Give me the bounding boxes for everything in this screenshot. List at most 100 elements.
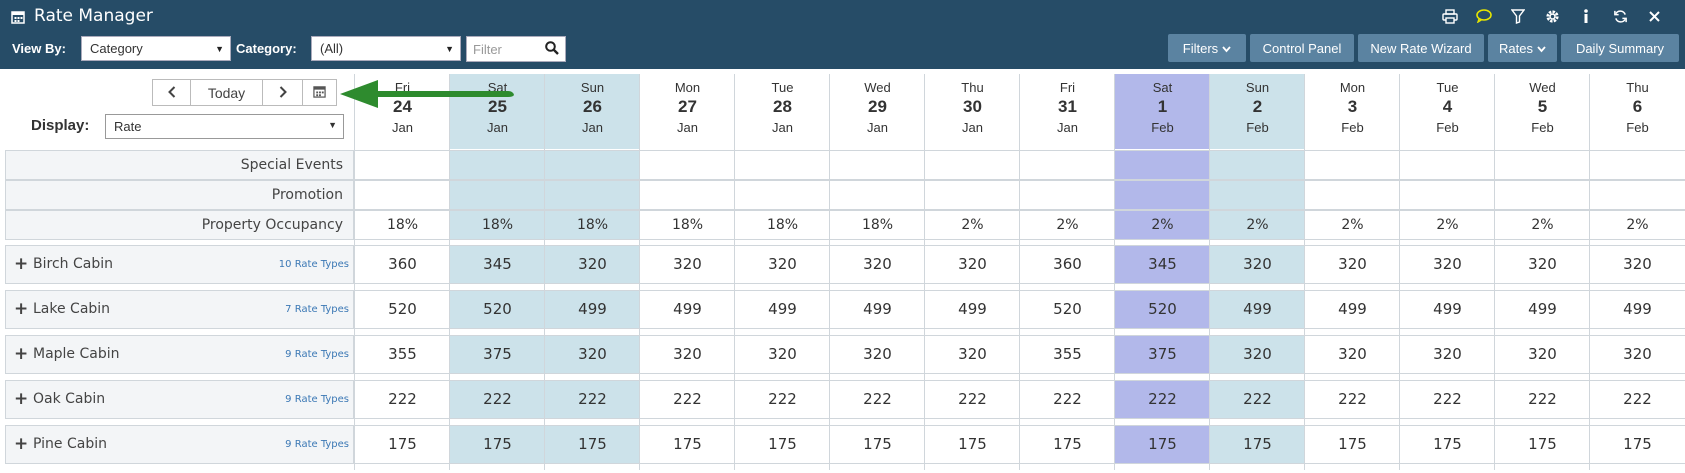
rate-cell[interactable]: 320 xyxy=(640,335,735,374)
category-select[interactable]: (All) ▼ xyxy=(311,36,461,61)
rate-cell[interactable]: 320 xyxy=(1400,335,1495,374)
rate-cell[interactable]: 222 xyxy=(450,380,545,419)
print-icon[interactable] xyxy=(1433,5,1467,27)
rate-cell[interactable]: 320 xyxy=(925,335,1020,374)
special-events-cell[interactable] xyxy=(1115,150,1210,180)
promotion-cell[interactable] xyxy=(640,180,735,210)
rate-cell[interactable]: 499 xyxy=(545,290,640,329)
rate-cell[interactable]: 320 xyxy=(1305,245,1400,284)
rate-cell[interactable]: 520 xyxy=(1115,290,1210,329)
view-by-select[interactable]: Category ▼ xyxy=(81,36,231,61)
special-events-cell[interactable] xyxy=(1020,150,1115,180)
special-events-cell[interactable] xyxy=(640,150,735,180)
rate-cell[interactable]: 320 xyxy=(1305,335,1400,374)
promotion-cell[interactable] xyxy=(1305,180,1400,210)
rate-cell[interactable]: 499 xyxy=(735,290,830,329)
rate-cell[interactable]: 175 xyxy=(640,425,735,464)
rate-cell[interactable]: 175 xyxy=(735,425,830,464)
special-events-cell[interactable] xyxy=(830,150,925,180)
expand-plus-icon[interactable]: + xyxy=(14,299,29,319)
rate-cell[interactable]: 175 xyxy=(1400,425,1495,464)
rate-cell[interactable]: 375 xyxy=(450,335,545,374)
promotion-cell[interactable] xyxy=(830,180,925,210)
rate-cell[interactable]: 175 xyxy=(1115,425,1210,464)
rate-cell[interactable]: 175 xyxy=(355,425,450,464)
rate-cell[interactable]: 222 xyxy=(355,380,450,419)
special-events-cell[interactable] xyxy=(925,150,1020,180)
day-header[interactable]: Sat 25 Jan xyxy=(450,74,545,149)
next-button[interactable] xyxy=(263,80,303,105)
rate-cell[interactable]: 320 xyxy=(735,335,830,374)
rate-cell[interactable]: 175 xyxy=(925,425,1020,464)
rate-cell[interactable]: 175 xyxy=(545,425,640,464)
rate-cell[interactable]: 499 xyxy=(640,290,735,329)
special-events-cell[interactable] xyxy=(450,150,545,180)
day-header[interactable]: Sat 1 Feb xyxy=(1115,74,1210,149)
rate-cell[interactable]: 320 xyxy=(830,335,925,374)
promotion-cell[interactable] xyxy=(1495,180,1590,210)
rate-cell[interactable]: 499 xyxy=(1590,290,1685,329)
rate-cell[interactable]: 345 xyxy=(450,245,545,284)
rate-types-link[interactable]: 10 Rate Types xyxy=(278,259,349,270)
filters-button[interactable]: Filters xyxy=(1168,34,1246,62)
promotion-cell[interactable] xyxy=(450,180,545,210)
rate-cell[interactable]: 320 xyxy=(735,245,830,284)
day-header[interactable]: Fri 31 Jan xyxy=(1020,74,1115,149)
rate-types-link[interactable]: 9 Rate Types xyxy=(285,394,349,405)
rate-cell[interactable]: 320 xyxy=(1495,245,1590,284)
rate-cell[interactable]: 175 xyxy=(1495,425,1590,464)
promotion-cell[interactable] xyxy=(355,180,450,210)
rate-types-link[interactable]: 7 Rate Types xyxy=(285,304,349,315)
promotion-cell[interactable] xyxy=(1115,180,1210,210)
rates-button[interactable]: Rates xyxy=(1488,34,1557,62)
rate-cell[interactable]: 222 xyxy=(640,380,735,419)
promotion-cell[interactable] xyxy=(1400,180,1495,210)
rate-cell[interactable]: 222 xyxy=(1590,380,1685,419)
chat-icon[interactable] xyxy=(1467,5,1501,27)
promotion-cell[interactable] xyxy=(1210,180,1305,210)
day-header[interactable]: Tue 4 Feb xyxy=(1400,74,1495,149)
today-button[interactable]: Today xyxy=(191,80,263,105)
rate-cell[interactable]: 360 xyxy=(355,245,450,284)
promotion-cell[interactable] xyxy=(1020,180,1115,210)
special-events-cell[interactable] xyxy=(355,150,450,180)
rate-cell[interactable]: 222 xyxy=(1020,380,1115,419)
special-events-cell[interactable] xyxy=(1210,150,1305,180)
day-header[interactable]: Mon 3 Feb xyxy=(1305,74,1400,149)
rate-types-link[interactable]: 9 Rate Types xyxy=(285,439,349,450)
rate-cell[interactable]: 499 xyxy=(1305,290,1400,329)
filter-funnel-icon[interactable] xyxy=(1501,5,1535,27)
daily-summary-button[interactable]: Daily Summary xyxy=(1561,34,1679,62)
expand-plus-icon[interactable]: + xyxy=(14,389,29,409)
rate-cell[interactable]: 222 xyxy=(830,380,925,419)
rate-cell[interactable]: 222 xyxy=(1495,380,1590,419)
rate-cell[interactable]: 345 xyxy=(1115,245,1210,284)
rate-cell[interactable]: 222 xyxy=(1305,380,1400,419)
promotion-cell[interactable] xyxy=(545,180,640,210)
day-header[interactable]: Sun 26 Jan xyxy=(545,74,640,149)
refresh-icon[interactable] xyxy=(1603,5,1637,27)
rate-cell[interactable]: 520 xyxy=(450,290,545,329)
rate-cell[interactable]: 222 xyxy=(1115,380,1210,419)
expand-plus-icon[interactable]: + xyxy=(14,254,29,274)
rate-cell[interactable]: 175 xyxy=(1210,425,1305,464)
rate-cell[interactable]: 175 xyxy=(1590,425,1685,464)
rate-cell[interactable]: 499 xyxy=(1400,290,1495,329)
rate-cell[interactable]: 320 xyxy=(1590,335,1685,374)
rate-cell[interactable]: 355 xyxy=(1020,335,1115,374)
rate-cell[interactable]: 320 xyxy=(925,245,1020,284)
calendar-picker-button[interactable] xyxy=(303,80,336,105)
rate-cell[interactable]: 175 xyxy=(830,425,925,464)
rate-cell[interactable]: 375 xyxy=(1115,335,1210,374)
day-header[interactable]: Thu 30 Jan xyxy=(925,74,1020,149)
control-panel-button[interactable]: Control Panel xyxy=(1250,34,1354,62)
rate-cell[interactable]: 520 xyxy=(355,290,450,329)
day-header[interactable]: Tue 28 Jan xyxy=(735,74,830,149)
special-events-cell[interactable] xyxy=(1590,150,1685,180)
expand-plus-icon[interactable]: + xyxy=(14,344,29,364)
rate-cell[interactable]: 320 xyxy=(1495,335,1590,374)
display-select[interactable]: Rate ▼ xyxy=(105,114,344,139)
special-events-cell[interactable] xyxy=(735,150,830,180)
rate-cell[interactable]: 175 xyxy=(1305,425,1400,464)
promotion-cell[interactable] xyxy=(735,180,830,210)
